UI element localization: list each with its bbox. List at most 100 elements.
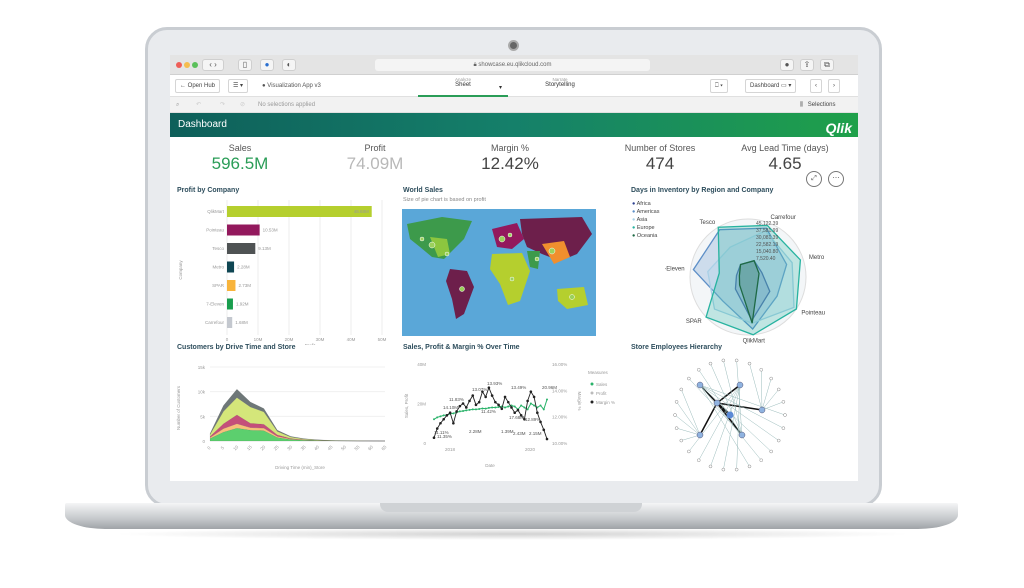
shield-icon[interactable]: ◐: [282, 59, 296, 71]
margin-point: [468, 399, 471, 403]
tree-leaf-node: [734, 467, 739, 472]
tree-edge: [681, 389, 701, 436]
radar-tick-label: 7,520.40: [756, 256, 776, 262]
tabs-icon[interactable]: ⧉: [820, 59, 834, 71]
selections-button[interactable]: ⫼ Selections: [800, 97, 835, 113]
kpi-3[interactable]: Number of Stores 474: [595, 143, 725, 174]
kpi-0[interactable]: Sales 596.5M: [175, 143, 305, 174]
close-window-button[interactable]: [176, 62, 182, 68]
data-label: 11.42%: [481, 409, 496, 414]
sales-point: [452, 412, 455, 415]
next-sheet-button[interactable]: ›: [828, 79, 840, 93]
area-chart-title: Customers by Drive Time and Store: [177, 344, 296, 351]
globe-icon: ●: [262, 83, 268, 89]
world-sales-map[interactable]: [402, 209, 596, 336]
open-hub-button[interactable]: ← Open Hub: [175, 79, 221, 93]
x-tick-label: 60: [367, 444, 374, 451]
margin-point: [510, 406, 513, 409]
x-axis-label: Date: [485, 463, 495, 468]
sheet-selector[interactable]: Dashboard ▭ ▾: [745, 79, 797, 93]
dashboard-header: Dashboard Qlik: [170, 113, 858, 137]
margin-point: [523, 418, 526, 421]
step-back-icon[interactable]: ↶: [196, 102, 202, 108]
kpi-4[interactable]: Avg Lead Time (days) 4.65: [720, 143, 850, 174]
x-axis-label: Driving Time (min)_Store: [275, 465, 325, 470]
margin-point: [432, 436, 436, 440]
selections-icon: ⫼: [800, 102, 805, 108]
tab-storytelling[interactable]: Narrate Storytelling: [520, 77, 600, 88]
menu-button[interactable]: ☰ ▾: [228, 79, 249, 93]
legend-title: Measures: [588, 370, 609, 375]
tree-edge: [688, 384, 741, 452]
tree-leaf-node: [769, 376, 773, 381]
sidebar-icon[interactable]: ▯: [238, 59, 252, 71]
bar-category-label: Metro: [212, 265, 224, 270]
address-bar[interactable]: 🔒︎ showcase.eu.qlikcloud.com: [375, 59, 650, 71]
legend-item[interactable]: ● Africa: [632, 201, 651, 207]
sales-point: [494, 406, 497, 409]
laptop-notch: [380, 503, 642, 512]
tab-sheet[interactable]: Analyze Sheet ▾: [418, 77, 508, 97]
customers-area-chart[interactable]: 0 5k 10k 15k 0 5 10 15 20 25 30 35 40 45 50 55 60 65 Drivi…: [170, 353, 398, 471]
kpi-1[interactable]: Profit 74.09M: [310, 143, 440, 174]
share-icon[interactable]: ⇪: [800, 59, 814, 71]
legend-item[interactable]: ● Americas: [632, 209, 659, 215]
tree-node: [696, 431, 704, 439]
camera-icon: [508, 40, 519, 51]
x-tick-label: 20M: [285, 337, 294, 342]
maximize-window-button[interactable]: [192, 62, 198, 68]
sales-point: [504, 406, 507, 409]
more-options-button[interactable]: ⋯: [828, 171, 844, 187]
legend-dot-icon: ●: [632, 209, 636, 215]
back-forward-button[interactable]: ‹ ›: [202, 59, 224, 71]
smart-search-icon[interactable]: ⌕: [176, 102, 180, 108]
tree-title: Store Employees Hierarchy: [631, 344, 723, 351]
app-name-label: Visualization App v3: [267, 83, 321, 89]
sales-point: [536, 406, 539, 409]
kpi-2[interactable]: Margin % 12.42%: [445, 143, 575, 174]
legend-item[interactable]: ● Europe: [632, 225, 655, 231]
radar-series-oceania: [738, 259, 760, 324]
bookmark-button[interactable]: ⎕ ▾: [710, 79, 728, 93]
extension-icon-2[interactable]: ●: [780, 59, 794, 71]
app-name[interactable]: ● Visualization App v3: [262, 79, 321, 93]
north-america: [407, 217, 472, 259]
tree-leaf-node: [697, 367, 701, 372]
radar-chart[interactable]: Carrefour Metro Pointeau QlikMart SPAR 7-Elev…: [665, 205, 855, 345]
narrate-label: Narrate: [552, 77, 568, 82]
margin-point: [513, 411, 517, 415]
tree-leaf-node: [759, 367, 763, 372]
y-axis-label: Number of Customers: [176, 385, 181, 430]
screen: ‹ › ▯ ● ◐ 🔒︎ showcase.eu.qlikcloud.com ●…: [170, 55, 858, 481]
legend-item[interactable]: ● Asia: [632, 217, 647, 223]
kpi-value: 74.09M: [346, 154, 404, 173]
previous-sheet-button[interactable]: ‹: [810, 79, 822, 93]
margin-point: [545, 437, 549, 441]
sales-point: [474, 408, 477, 411]
sales-point: [497, 406, 500, 409]
margin-line: [433, 386, 548, 440]
fullscreen-button[interactable]: ⤢: [806, 171, 822, 187]
x-tick-label: 5: [220, 445, 226, 451]
clear-selections-icon[interactable]: ⊘: [240, 102, 246, 108]
extension-icon[interactable]: ●: [260, 59, 274, 71]
data-label: 1.39M: [501, 429, 514, 434]
south-america: [446, 269, 474, 319]
sheets-icon: ▭ ▾: [781, 83, 792, 89]
margin-point: [487, 386, 491, 389]
radar-axis-label: Tesco: [699, 220, 715, 226]
y-tick-label: 5k: [200, 414, 206, 419]
legend-item[interactable]: ● Oceania: [632, 233, 657, 239]
employee-hierarchy-chart[interactable]: [670, 355, 790, 475]
y2-axis-label: Margin %: [577, 391, 582, 410]
step-forward-icon[interactable]: ↷: [220, 102, 226, 108]
x-tick-label: 50: [340, 444, 347, 451]
tree-leaf-node: [679, 387, 684, 392]
sales-point: [520, 404, 523, 407]
minimize-window-button[interactable]: [184, 62, 190, 68]
y2-tick-label: 16.00%: [552, 362, 567, 367]
profit-bar-chart[interactable]: 0 10M 20M 30M 40M 50M Profit Company QlikMart 46.…: [170, 195, 398, 345]
browser-chrome: ‹ › ▯ ● ◐ 🔒︎ showcase.eu.qlikcloud.com ●…: [170, 55, 858, 75]
sales-line-chart[interactable]: 0 20M 40M 10.00% 12.00% 14.00% 16.00% 11.11% 14.…: [400, 351, 628, 471]
sales-point: [484, 407, 487, 410]
